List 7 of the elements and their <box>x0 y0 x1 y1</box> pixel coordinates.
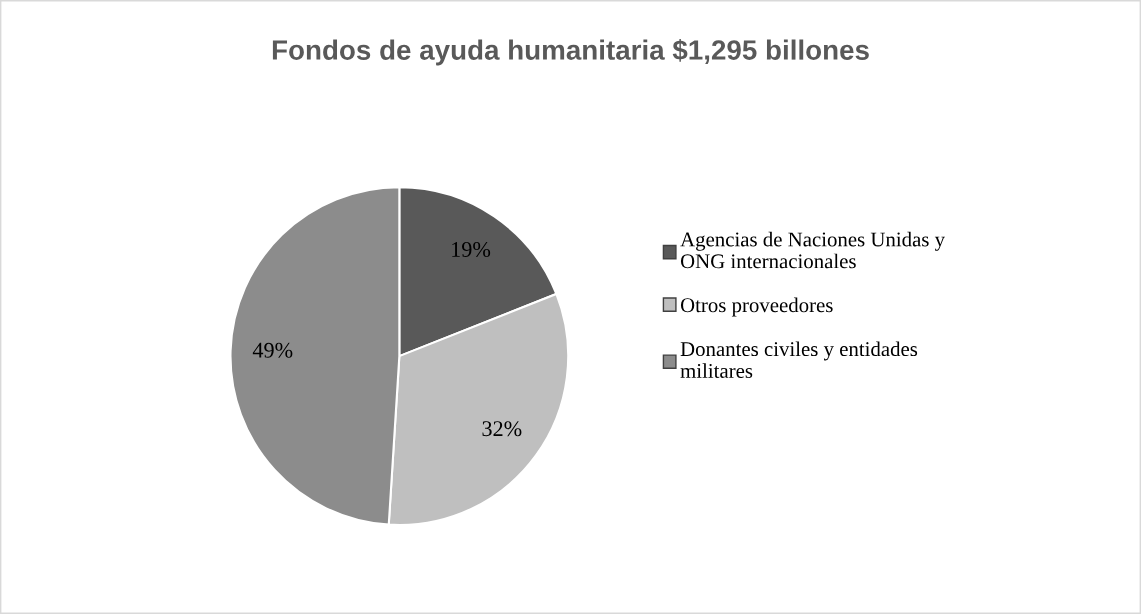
legend-label: Agencias de Naciones Unidas y ONG internacionales <box>680 231 945 269</box>
legend-label: Otros proveedores <box>680 297 833 317</box>
data-label: 32% <box>482 421 522 437</box>
data-label: 19% <box>452 241 491 257</box>
legend-label: Donantes civiles y entidades militares <box>680 341 918 378</box>
chart-title: Fondos de ayuda humanitaria $1,295 billones <box>272 39 869 66</box>
data-label: 49% <box>252 342 293 358</box>
